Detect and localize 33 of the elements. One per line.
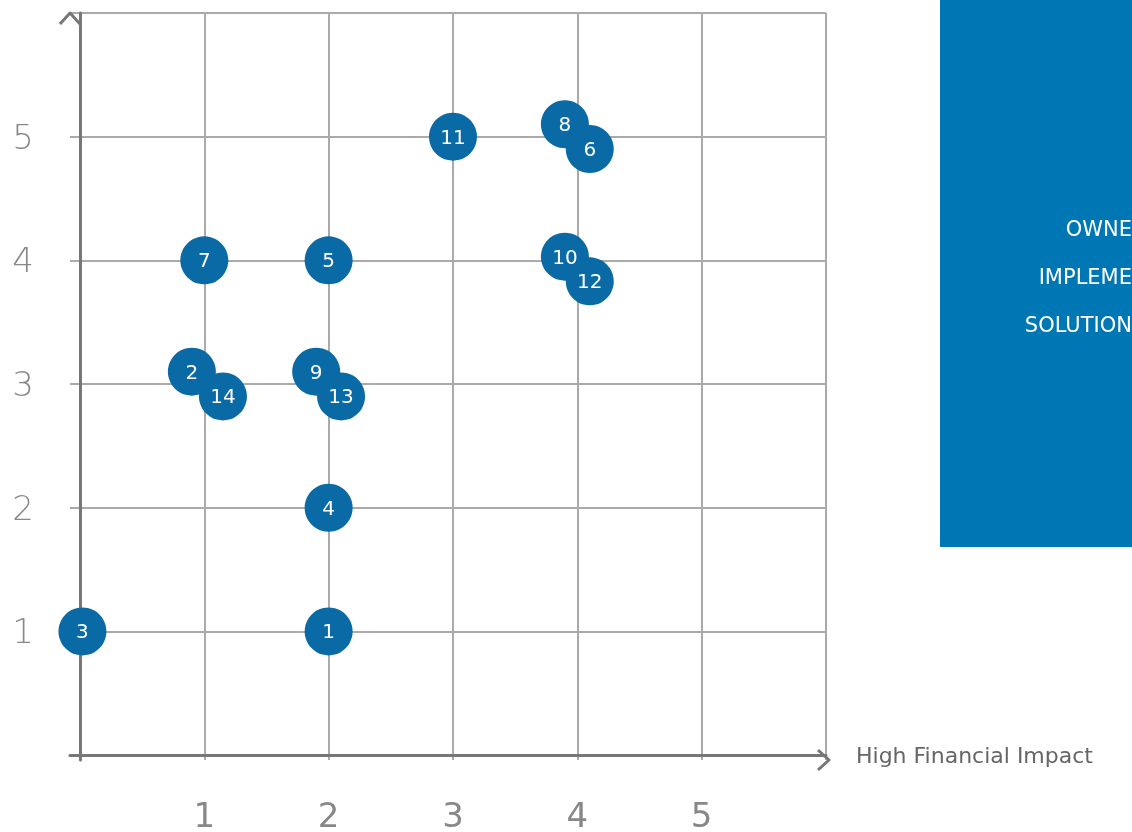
text: OWNE — [1064, 216, 1132, 243]
x-tick-label: 3 — [442, 795, 464, 832]
point — [304, 236, 353, 285]
point — [58, 607, 107, 656]
series-label: 14 — [210, 384, 236, 409]
y-tick-label: 3 — [12, 364, 34, 405]
series-label: 1 — [322, 619, 335, 644]
series-label: 4 — [322, 495, 335, 520]
point — [180, 236, 229, 285]
series-label: 9 — [309, 359, 323, 384]
x-axis-title: High Financial Impact — [856, 742, 1094, 768]
series-label: 12 — [577, 269, 603, 294]
series-label: 5 — [322, 248, 335, 273]
series-label: 6 — [583, 137, 597, 162]
y-tick-label: 1 — [12, 611, 34, 652]
x-tick-label: 2 — [317, 795, 340, 832]
text: SOLUTION — [1023, 312, 1132, 339]
series-label: 11 — [440, 124, 466, 149]
y-tick-label: 5 — [12, 116, 34, 157]
y-tick-label: 4 — [12, 240, 34, 281]
x-tick-label: 1 — [193, 795, 216, 832]
series-label: 8 — [558, 112, 572, 137]
y-tick-label: 2 — [12, 487, 34, 528]
x-tick-label: 4 — [566, 795, 589, 832]
text: IMPLEME — [1037, 264, 1132, 291]
series-label: 13 — [328, 384, 354, 409]
point — [304, 483, 353, 532]
series-label: 2 — [185, 359, 199, 384]
point — [304, 607, 353, 656]
series-label: 3 — [76, 619, 89, 644]
series-label: 10 — [552, 244, 578, 269]
series-label: 7 — [197, 248, 211, 273]
x-tick-label: 5 — [690, 795, 713, 832]
